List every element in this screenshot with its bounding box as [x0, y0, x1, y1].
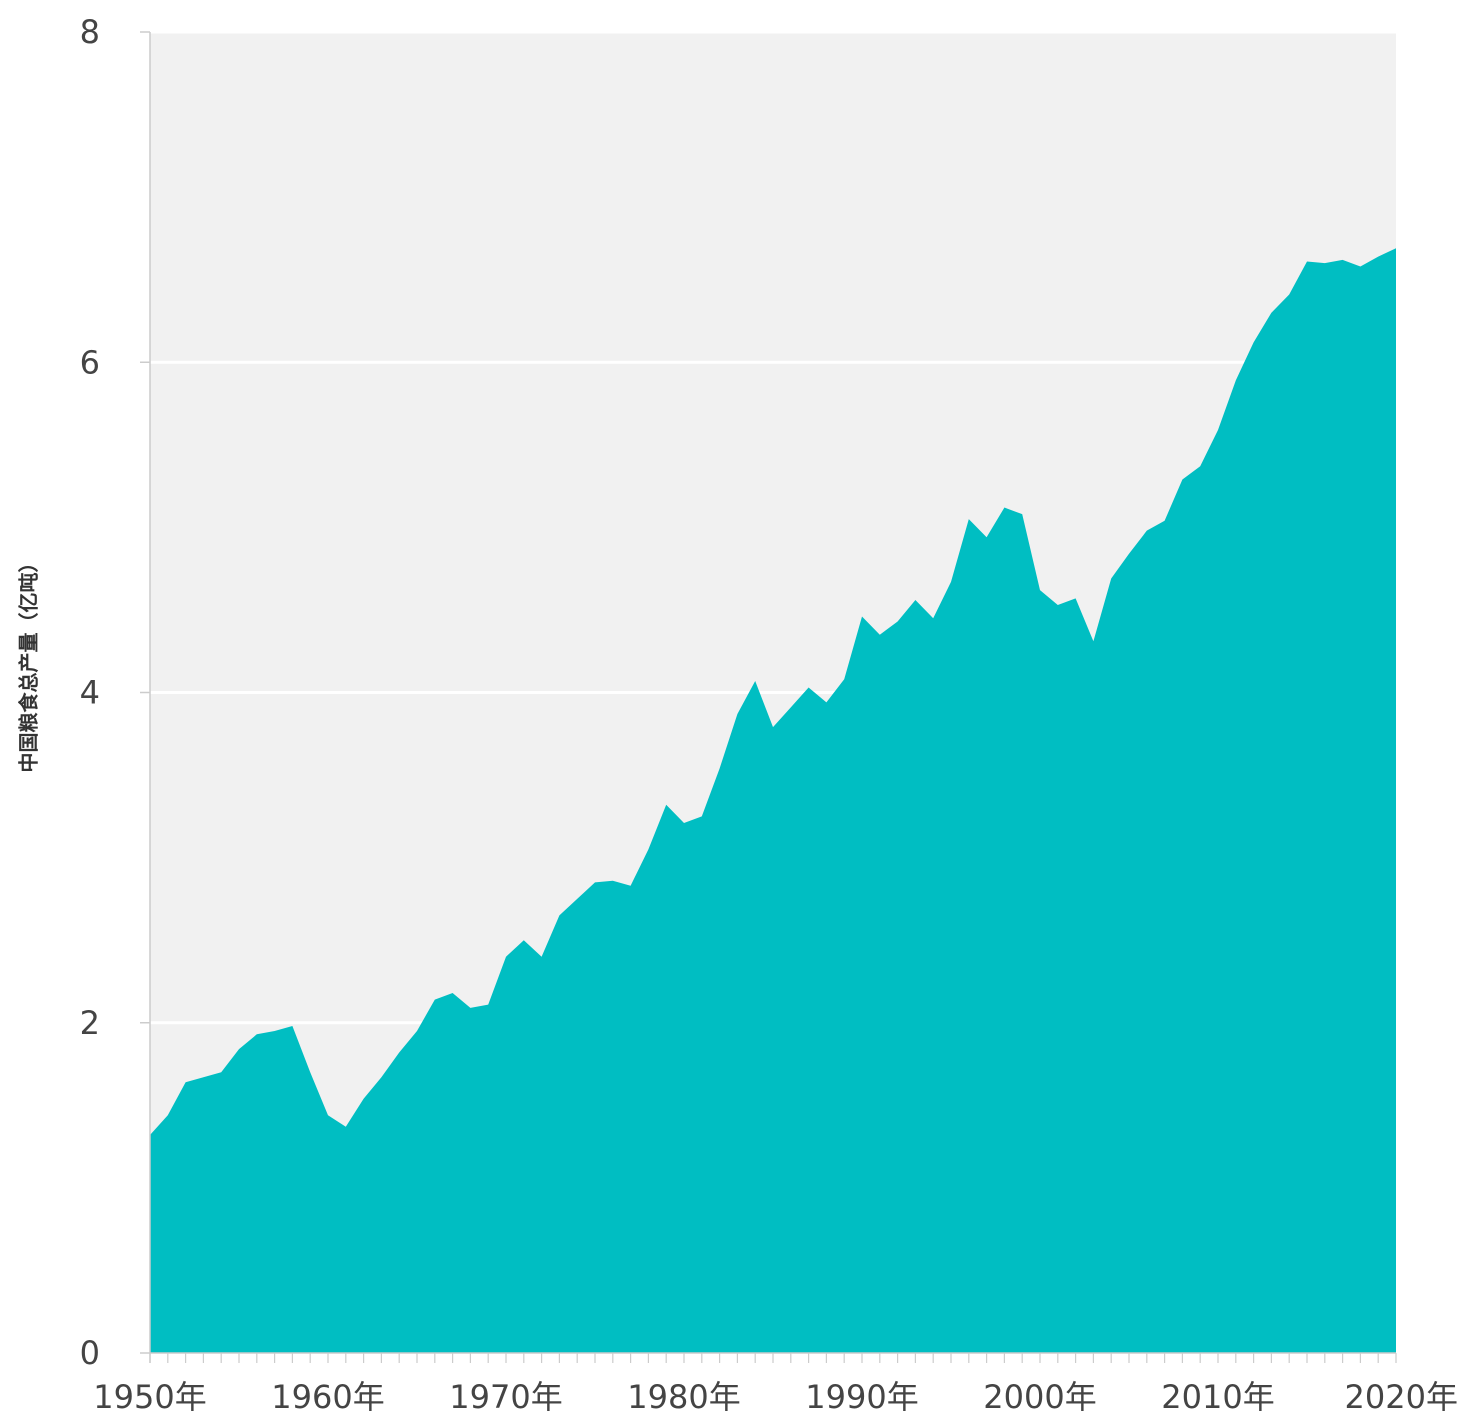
y-tick-label: 8 — [80, 13, 100, 51]
x-tick-labels: 1950年 1960年 1970年 1980年 1990年 2000年 2010年 2020年 — [93, 1378, 1458, 1416]
y-axis-title: 中国粮食总产量（亿吨） — [17, 553, 41, 773]
x-tick-label: 2020年 — [1345, 1378, 1458, 1416]
x-tick-label: 2010年 — [1161, 1378, 1274, 1416]
grain-output-area — [150, 248, 1396, 1353]
x-tick-label: 1960年 — [271, 1378, 384, 1416]
x-tick-label: 1990年 — [805, 1378, 918, 1416]
y-tick-label: 6 — [80, 343, 100, 381]
y-tick-label: 0 — [80, 1334, 100, 1372]
x-tick-label: 1970年 — [449, 1378, 562, 1416]
y-tick-labels: 0 2 4 6 8 — [80, 13, 100, 1372]
y-tick-label: 2 — [80, 1004, 100, 1042]
x-tick-label: 1950年 — [93, 1378, 206, 1416]
x-tick-label: 2000年 — [983, 1378, 1096, 1416]
y-tick-label: 4 — [80, 674, 100, 712]
x-tick-label: 1980年 — [627, 1378, 740, 1416]
axes — [140, 31, 1397, 1363]
